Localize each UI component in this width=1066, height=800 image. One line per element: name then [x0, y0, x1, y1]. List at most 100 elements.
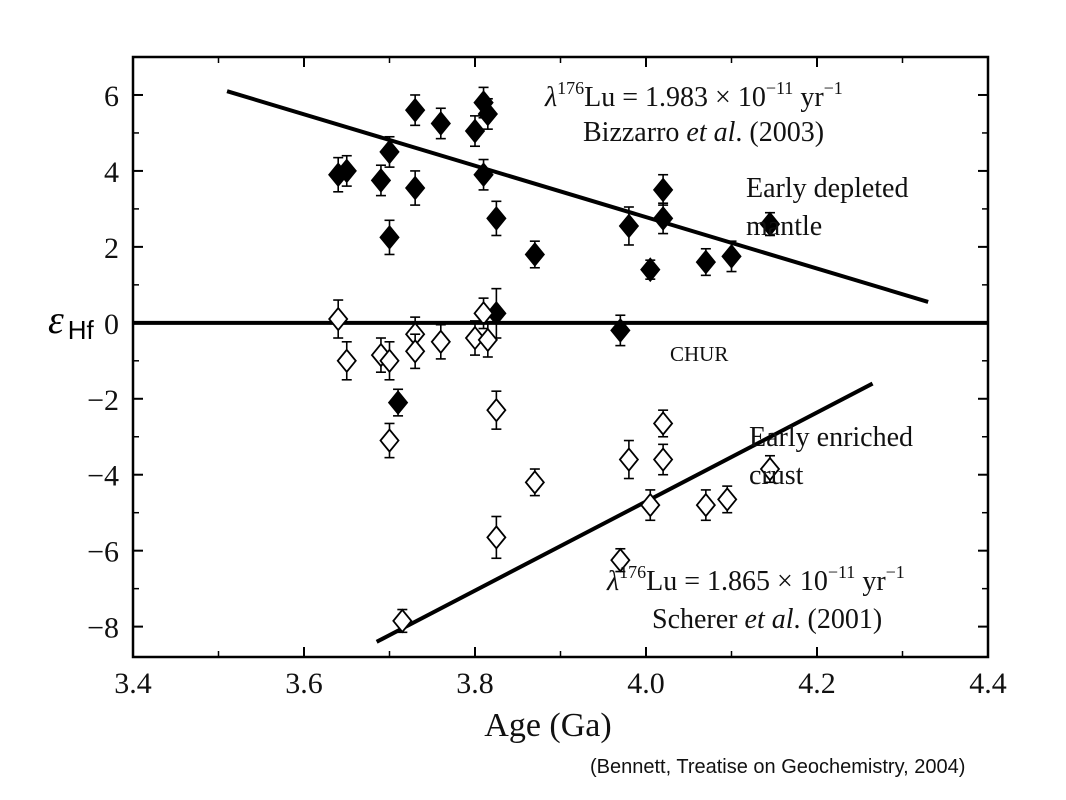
open-diamond-marker: [486, 397, 507, 423]
filled-diamond-point: [404, 94, 426, 127]
filled-diamond-point: [610, 314, 631, 347]
open-diamond-marker: [759, 456, 781, 482]
filled-diamond-point: [404, 170, 426, 206]
enriched-crust-trend-line: [375, 381, 874, 644]
label-chur: CHUR: [670, 342, 728, 366]
filled-diamond-point: [370, 164, 392, 197]
filled-diamond-point: [379, 219, 400, 256]
filled-diamond-marker: [652, 177, 674, 203]
filled-diamond-marker: [524, 242, 546, 267]
filled-diamond-marker: [370, 167, 392, 193]
label-crust: crust: [749, 460, 804, 491]
open-diamond-point: [379, 422, 400, 459]
open-diamond-point: [477, 322, 498, 358]
y-tick-label: −6: [87, 536, 119, 569]
depleted-mantle-trend-line: [226, 89, 929, 304]
filled-diamond-marker: [695, 249, 717, 275]
y-tick-label: −8: [87, 612, 119, 645]
open-diamond-point: [336, 341, 357, 381]
open-diamond-marker: [379, 348, 400, 374]
bottom-formula: λ176Lu = 1.865 × 10−11 yr−1: [606, 562, 905, 597]
open-diamond-point: [430, 323, 451, 360]
x-tick-label: 4.0: [627, 667, 665, 700]
open-diamond-marker: [695, 492, 717, 518]
open-diamond-point: [618, 439, 640, 480]
filled-diamond-point: [695, 247, 717, 277]
open-diamond-marker: [473, 300, 494, 326]
filled-diamond-point: [430, 107, 451, 140]
open-diamond-point: [486, 515, 507, 560]
filled-diamond-point: [477, 97, 498, 130]
filled-diamond-point: [721, 240, 742, 273]
y-axis-title-main: ε: [48, 297, 64, 342]
open-diamond-marker: [464, 325, 486, 351]
open-diamond-point: [328, 299, 349, 339]
filled-diamond-point: [524, 240, 546, 269]
y-tick-label: 4: [104, 156, 119, 189]
filled-diamond-point: [387, 388, 409, 417]
filled-diamond-point: [640, 257, 661, 283]
open-diamond-point: [652, 409, 674, 438]
open-diamond-marker: [392, 608, 413, 634]
label-early-enriched: Early enriched: [749, 422, 913, 453]
open-diamond-point: [717, 485, 738, 514]
x-tick-label: 3.6: [285, 667, 323, 700]
filled-diamond-point: [379, 135, 400, 168]
filled-diamond-marker: [652, 205, 674, 231]
filled-diamond-marker: [379, 139, 400, 165]
open-diamond-marker: [477, 327, 498, 353]
filled-diamond-point: [759, 211, 781, 237]
x-tick-label: 3.4: [114, 667, 152, 700]
filled-diamond-point: [618, 206, 640, 246]
label-mantle: mantle: [746, 211, 822, 242]
open-diamond-marker: [618, 447, 640, 472]
filled-diamond-marker: [486, 205, 507, 231]
open-diamond-marker: [430, 329, 451, 355]
filled-diamond-marker: [477, 101, 498, 127]
filled-diamond-point: [336, 154, 357, 187]
x-tick-label: 4.4: [969, 667, 1007, 700]
open-diamond-marker: [336, 348, 357, 374]
filled-diamond-point: [473, 158, 494, 191]
open-diamond-point: [464, 320, 486, 356]
label-early-depleted: Early depleted: [746, 173, 908, 204]
filled-diamond-marker: [610, 317, 631, 343]
top-citation: Bizzarro et al. (2003): [583, 117, 824, 148]
open-diamond-marker: [486, 524, 507, 550]
open-diamond-marker: [640, 492, 661, 518]
filled-diamond-marker: [404, 175, 426, 201]
filled-diamond-marker: [430, 111, 451, 136]
source-citation: (Bennett, Treatise on Geochemistry, 2004…: [590, 756, 966, 778]
filled-diamond-marker: [640, 257, 661, 283]
y-tick-label: 0: [104, 308, 119, 341]
open-diamond-point: [759, 454, 781, 484]
filled-diamond-marker: [387, 390, 409, 415]
filled-diamond-point: [652, 202, 674, 235]
open-diamond-point: [610, 547, 631, 573]
open-diamond-marker: [717, 486, 738, 512]
filled-diamond-point: [464, 115, 486, 148]
open-diamond-marker: [328, 306, 349, 332]
open-diamond-marker: [652, 411, 674, 436]
open-diamond-marker: [652, 447, 674, 472]
bottom-citation: Scherer et al. (2001): [652, 604, 882, 635]
open-diamond-point: [473, 297, 494, 330]
open-diamond-point: [524, 468, 546, 497]
filled-diamond-marker: [336, 158, 357, 184]
open-diamond-point: [379, 341, 400, 381]
open-diamond-point: [640, 489, 661, 522]
open-diamond-marker: [379, 428, 400, 453]
x-tick-label: 3.8: [456, 667, 494, 700]
filled-diamond-point: [486, 200, 507, 237]
open-diamond-point: [486, 390, 507, 430]
lines-layer: [133, 89, 988, 644]
filled-diamond-marker: [618, 213, 640, 239]
y-tick-label: 6: [104, 80, 119, 113]
y-tick-label: −2: [87, 384, 119, 417]
filled-diamond-marker: [721, 243, 742, 269]
filled-diamond-point: [652, 173, 674, 206]
filled-diamond-marker: [379, 224, 400, 250]
points-layer: [328, 86, 781, 634]
filled-diamond-marker: [473, 162, 494, 188]
